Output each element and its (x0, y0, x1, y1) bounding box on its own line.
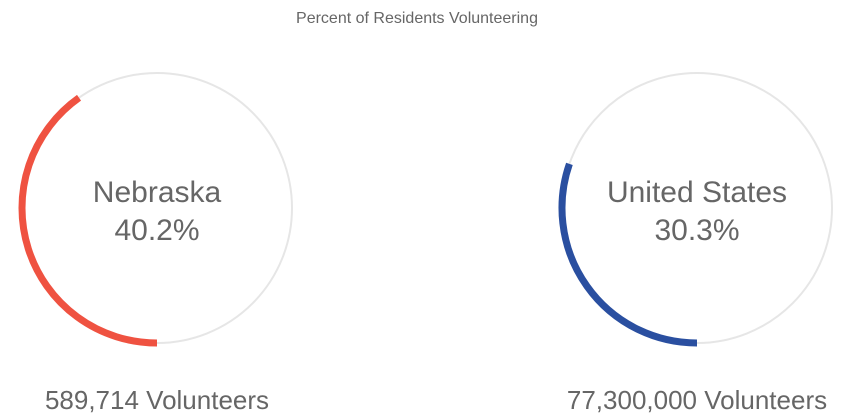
footer-label: 77,300,000 Volunteers (567, 385, 827, 415)
footer-label: 589,714 Volunteers (45, 385, 269, 415)
category-label: United States (607, 176, 787, 209)
ring-arc (558, 162, 698, 347)
chart-title: Percent of Residents Volunteering (296, 10, 538, 27)
value-label: 30.3% (654, 214, 739, 247)
category-label: Nebraska (93, 176, 222, 209)
value-label: 40.2% (114, 214, 199, 247)
ring-arc (18, 94, 158, 347)
